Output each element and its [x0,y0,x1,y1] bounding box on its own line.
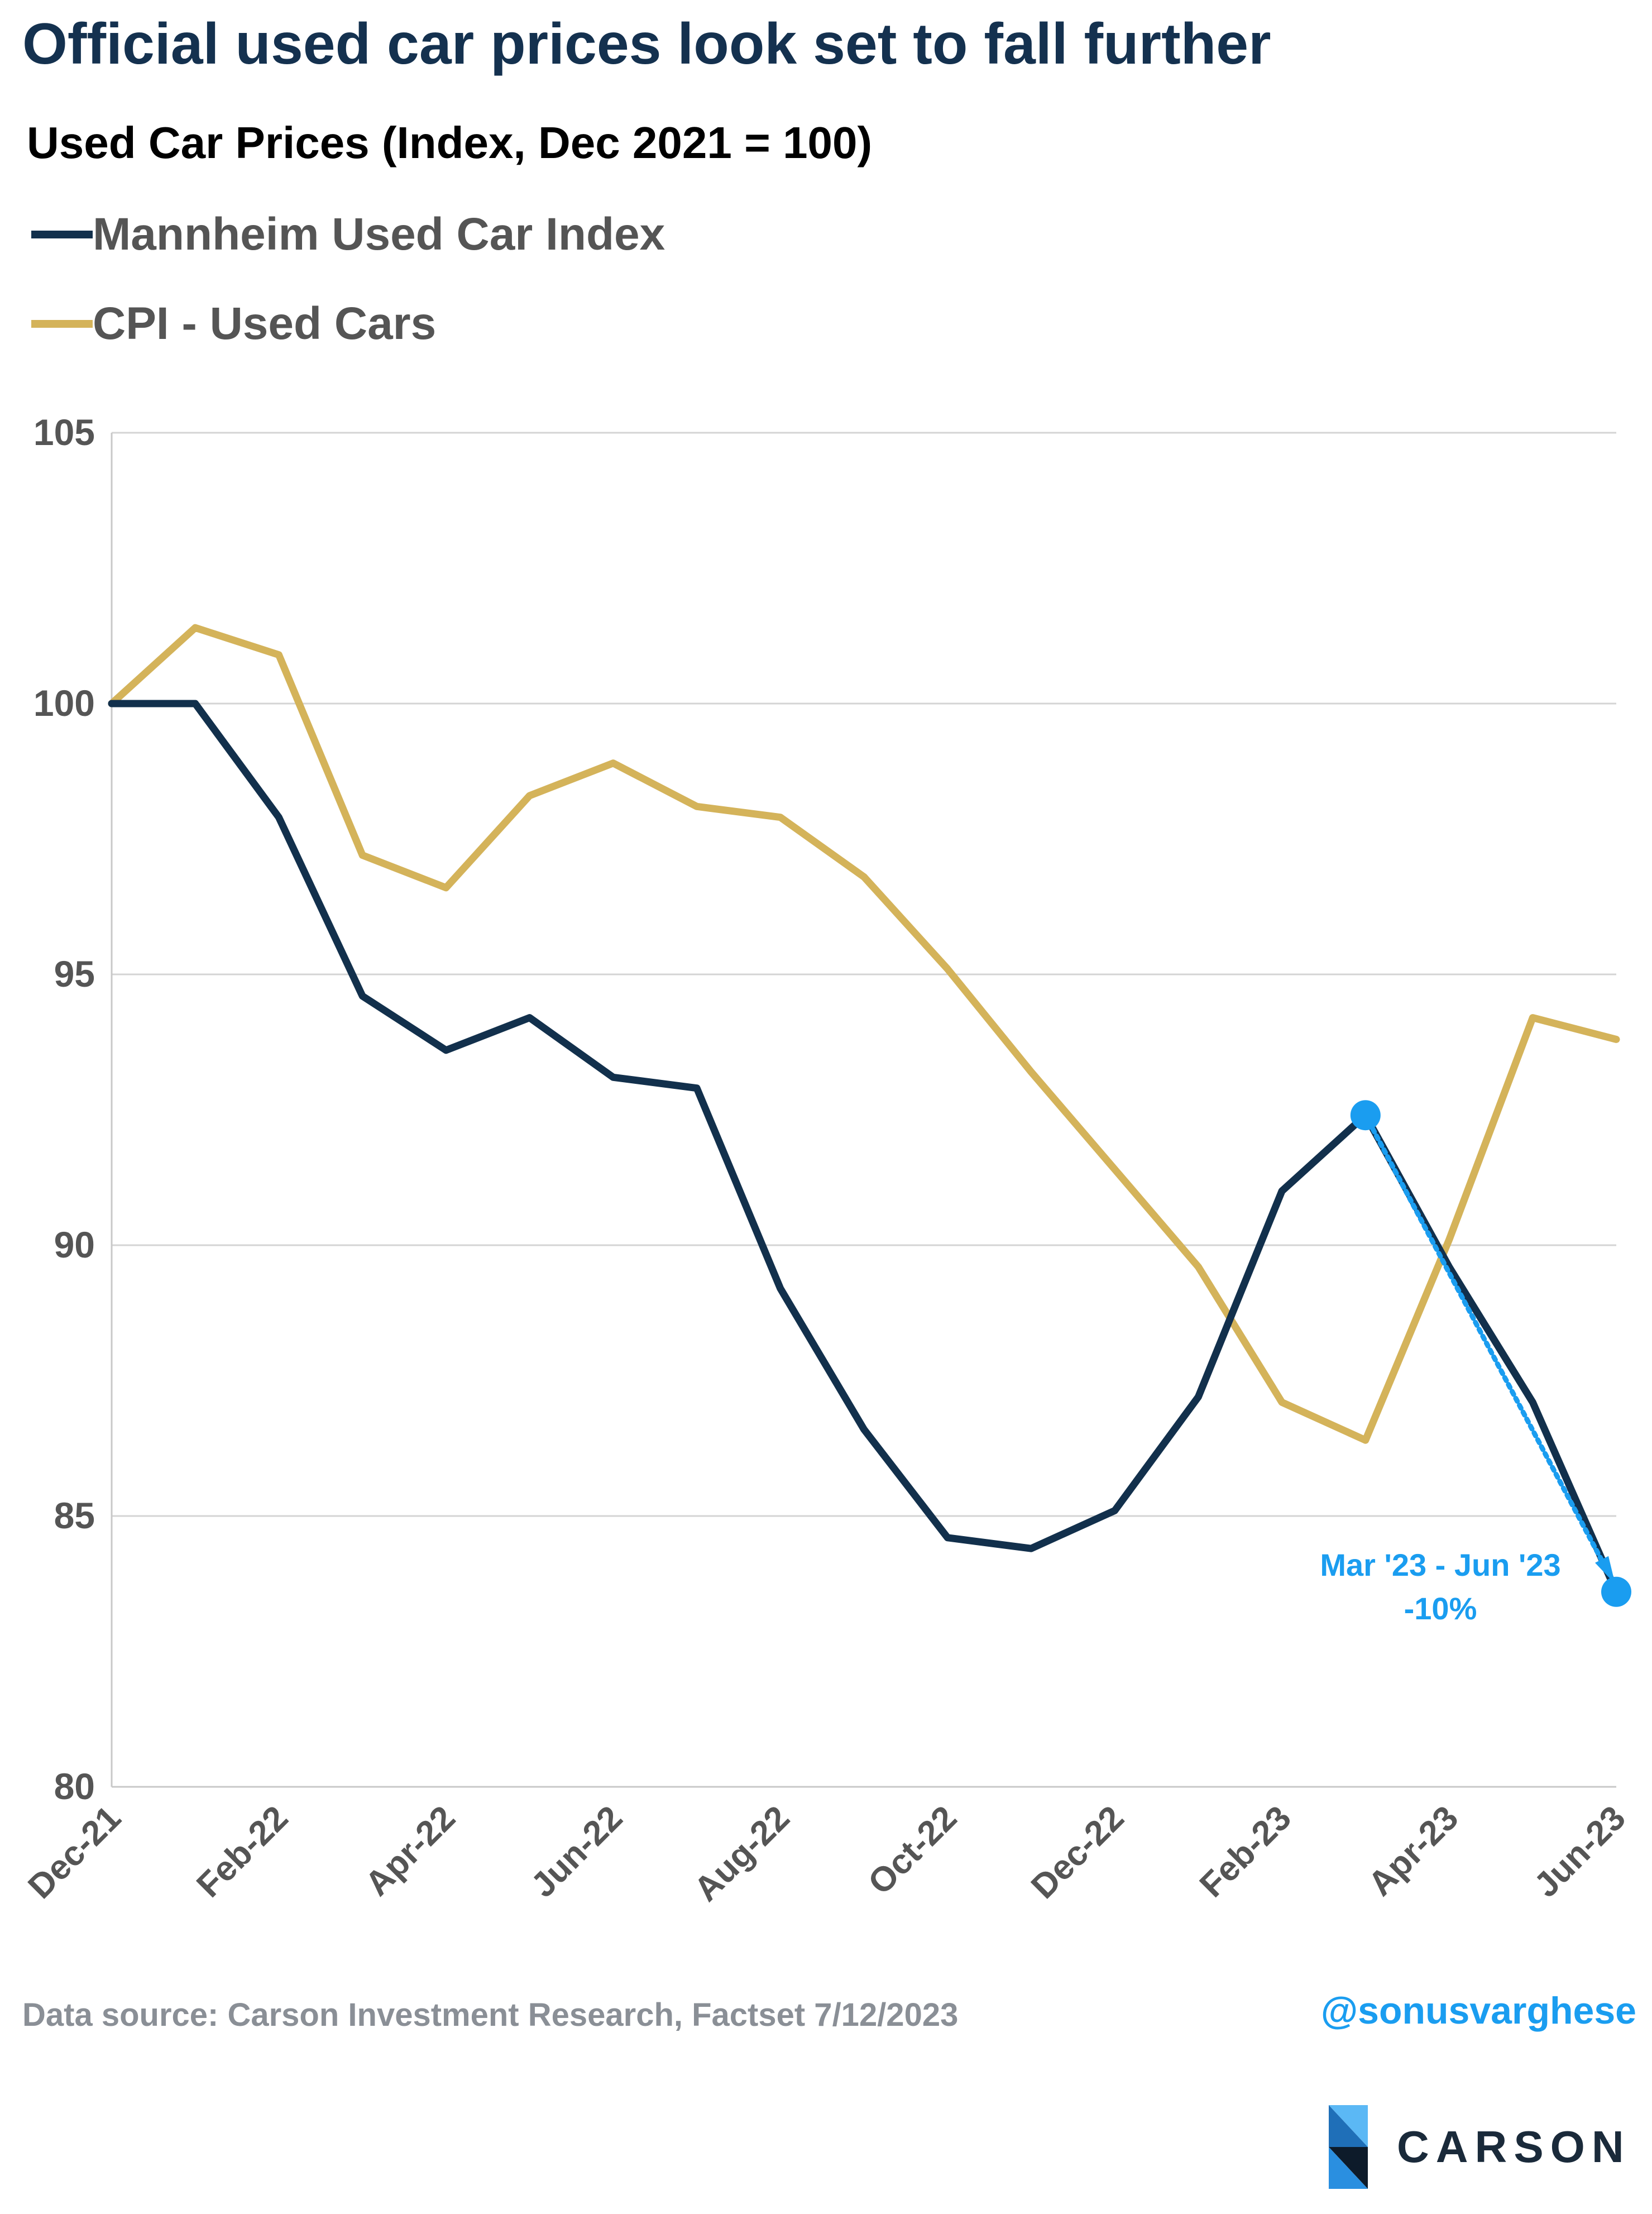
annotation-change-label: -10% [1404,1591,1477,1626]
annotation-range-label: Mar '23 - Jun '23 [1320,1547,1560,1582]
x-tick-label: Apr-23 [1361,1799,1466,1904]
x-tick-label: Jun-23 [1527,1799,1633,1905]
legend-item-cpi: CPI - Used Cars [31,296,436,352]
legend-label-mannheim: Mannheim Used Car Index [93,209,665,260]
chart-subtitle: Used Car Prices (Index, Dec 2021 = 100) [27,118,873,168]
y-tick-label: 90 [54,1224,95,1265]
x-tick-label: Dec-21 [21,1799,128,1906]
x-tick-label: Oct-22 [861,1799,964,1902]
highlight-end-marker [1601,1576,1631,1607]
chart-title: Official used car prices look set to fal… [22,12,1271,76]
series-line-mannheim [108,700,1620,1596]
x-tick-label: Dec-22 [1024,1799,1132,1906]
legend-item-mannheim: Mannheim Used Car Index [31,207,665,262]
legend-swatch-cpi [31,320,93,328]
x-tick-label: Feb-23 [1193,1799,1299,1905]
x-tick-label: Jun-22 [524,1799,630,1905]
y-tick-label: 100 [33,682,95,724]
y-tick-label: 105 [33,412,95,453]
line-chart: 80 85 90 95 100 105 Dec-21 Feb-22 Apr-22 Jun-22 A… [21,412,1633,1909]
legend-swatch-mannheim [31,231,93,238]
highlight-start-marker [1350,1100,1381,1131]
annotation-arrow [1363,1112,1612,1578]
carson-logo: CARSON [1323,2105,1631,2189]
carson-logo-icon [1329,2105,1368,2189]
x-axis: Dec-21 Feb-22 Apr-22 Jun-22 Aug-22 Oct-22 Dec-… [21,1786,1633,1909]
y-tick-label: 80 [54,1766,95,1807]
series-lines [108,624,1620,1596]
series-line-cpi [108,624,1620,1444]
y-tick-label: 85 [54,1495,95,1536]
data-source-note: Data source: Carson Investment Research,… [22,1997,959,2033]
logo-text: CARSON [1397,2122,1631,2172]
author-handle[interactable]: @sonusvarghese [1320,1990,1636,2032]
legend-label-cpi: CPI - Used Cars [93,298,437,349]
x-tick-label: Aug-22 [687,1799,797,1909]
annotation-group: Mar '23 - Jun '23 -10% [1320,1100,1631,1626]
grid-lines [112,432,1616,1788]
y-axis: 80 85 90 95 100 105 [33,412,113,1807]
x-tick-label: Apr-22 [358,1799,463,1904]
x-tick-label: Feb-22 [189,1799,295,1905]
annotation-arrowhead [1595,1556,1615,1584]
y-tick-label: 95 [54,953,95,994]
